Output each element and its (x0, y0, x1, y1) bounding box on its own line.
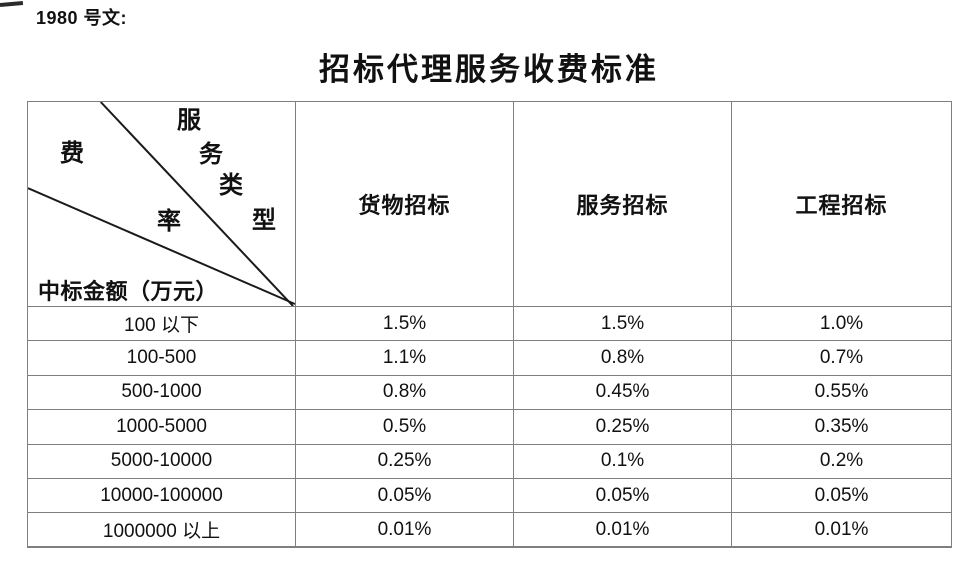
page-corner-artifact (0, 1, 24, 7)
amount-range-cell: 5000-10000 (27, 443, 296, 479)
rate-cell: 0.8% (295, 374, 514, 411)
corner-label-service-char1: 服 (177, 108, 201, 134)
rate-cell: 1.5% (295, 305, 514, 342)
rate-cell: 1.5% (513, 305, 732, 342)
table-header-row: 服 务 类 型 费 率 中标金额（万元） 货物招标 服务招标 工程招标 (27, 101, 952, 307)
amount-range-cell: 10000-100000 (27, 477, 296, 514)
table-row: 500-1000 0.8% 0.45% 0.55% (27, 374, 952, 411)
doc-number: 1980 号文: (36, 8, 128, 28)
corner-label-amount: 中标金额（万元） (38, 279, 219, 304)
rate-cell: 0.25% (513, 409, 732, 445)
table-row: 5000-10000 0.25% 0.1% 0.2% (27, 443, 952, 479)
corner-label-service-char2: 务 (199, 142, 223, 168)
rate-cell: 0.1% (513, 443, 732, 479)
rate-cell: 1.1% (295, 340, 514, 376)
rate-cell: 0.7% (731, 340, 952, 376)
corner-label-rate-char1: 费 (60, 141, 84, 167)
rate-cell: 0.5% (295, 409, 514, 445)
rate-cell: 0.25% (295, 443, 514, 479)
corner-label-rate-char2: 率 (157, 209, 181, 235)
table-row: 100 以下 1.5% 1.5% 1.0% (27, 305, 952, 342)
column-header-goods: 货物招标 (295, 101, 514, 307)
amount-range-cell: 1000000 以上 (27, 512, 296, 548)
rate-cell: 1.0% (731, 305, 952, 342)
table-row: 10000-100000 0.05% 0.05% 0.05% (27, 477, 952, 514)
fee-standard-table: 服 务 类 型 费 率 中标金额（万元） 货物招标 服务招标 工程招标 100 … (27, 101, 952, 549)
table-row: 1000-5000 0.5% 0.25% 0.35% (27, 409, 952, 445)
table-row: 1000000 以上 0.01% 0.01% 0.01% (27, 512, 952, 548)
diagonal-corner-cell: 服 务 类 型 费 率 中标金额（万元） (27, 101, 296, 307)
column-header-engineering: 工程招标 (731, 101, 952, 307)
rate-cell: 0.45% (513, 374, 732, 411)
rate-cell: 0.01% (731, 512, 952, 548)
amount-range-cell: 100-500 (27, 340, 296, 376)
rate-cell: 0.8% (513, 340, 732, 376)
page-title: 招标代理服务收费标准 (319, 52, 659, 87)
diagonal-lines (28, 102, 295, 306)
corner-label-service-char3: 类 (219, 173, 243, 199)
rate-cell: 0.01% (513, 512, 732, 548)
amount-range-cell: 1000-5000 (27, 409, 296, 445)
rate-cell: 0.05% (295, 477, 514, 514)
rate-cell: 0.35% (731, 409, 952, 445)
column-header-service: 服务招标 (513, 101, 732, 307)
rate-cell: 0.05% (513, 477, 732, 514)
rate-cell: 0.2% (731, 443, 952, 479)
amount-range-cell: 500-1000 (27, 374, 296, 411)
rate-cell: 0.55% (731, 374, 952, 411)
rate-cell: 0.01% (295, 512, 514, 548)
amount-range-cell: 100 以下 (27, 305, 296, 342)
corner-label-service-char4: 型 (252, 208, 276, 234)
rate-cell: 0.05% (731, 477, 952, 514)
table-row: 100-500 1.1% 0.8% 0.7% (27, 340, 952, 376)
